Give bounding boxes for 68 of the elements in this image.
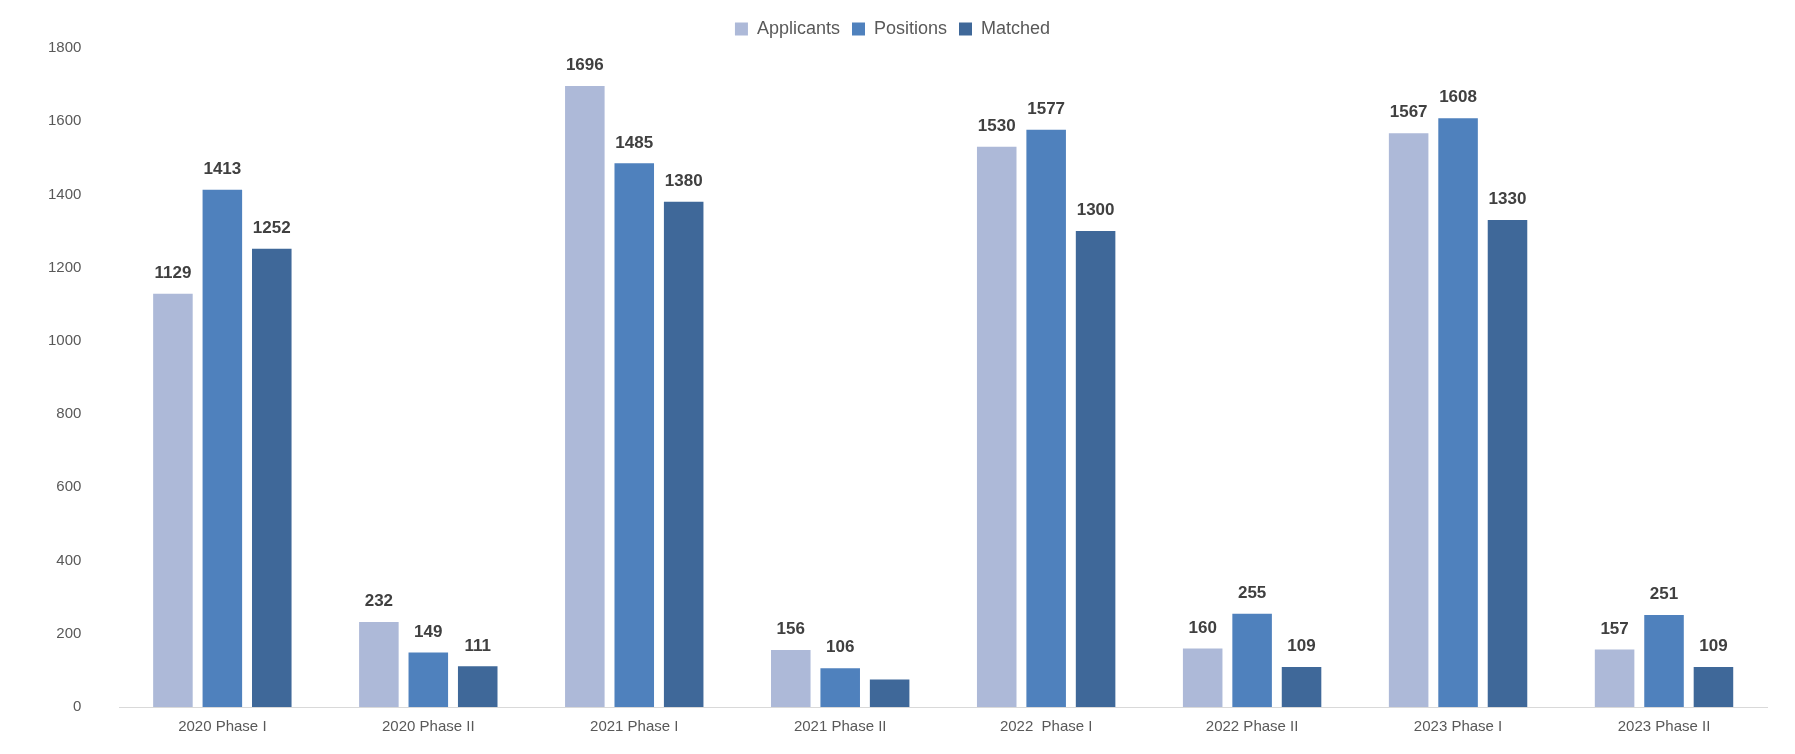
bar (976, 146, 1017, 707)
data-label: 1330 (1488, 189, 1527, 209)
bar (1075, 231, 1116, 707)
x-tick-label: 2022 Phase II (1205, 717, 1299, 735)
data-label: 1252 (252, 217, 291, 237)
data-label: 1485 (615, 132, 654, 152)
bar (869, 679, 910, 707)
bar (1644, 615, 1684, 707)
bar (820, 668, 860, 707)
data-label: 106 (826, 637, 855, 657)
bar (1281, 667, 1322, 707)
data-label: 1577 (1027, 98, 1066, 118)
bar (408, 652, 449, 707)
legend-label: Matched (981, 17, 1051, 38)
bar (1693, 667, 1734, 707)
bar (1487, 220, 1528, 707)
data-label: 1608 (1439, 87, 1477, 107)
data-label: 109 (1287, 636, 1316, 656)
y-tick-label: 1400 (47, 184, 82, 202)
data-label: 111 (464, 635, 491, 655)
data-label: 1300 (1076, 200, 1115, 220)
x-tick-label: 2020 Phase II (382, 717, 475, 735)
y-tick-label: 400 (56, 550, 82, 568)
bar (614, 163, 655, 707)
bar (153, 293, 193, 707)
bar (1388, 133, 1429, 707)
bar (663, 201, 704, 707)
data-label: 149 (414, 621, 443, 641)
x-tick-label: 2023 Phase I (1413, 717, 1503, 735)
legend-label: Positions (873, 17, 948, 38)
bar (771, 649, 811, 707)
x-tick-label: 2023 Phase II (1617, 717, 1711, 735)
bar (565, 86, 605, 707)
y-tick-label: 1800 (47, 38, 82, 56)
y-tick-label: 800 (56, 404, 82, 422)
y-tick-label: 600 (56, 477, 82, 495)
bar (1182, 648, 1223, 707)
y-tick-label: 200 (56, 623, 82, 641)
y-tick-label: 1000 (47, 331, 82, 349)
data-label: 109 (1699, 636, 1728, 656)
bar (1232, 613, 1272, 707)
data-label: 1129 (154, 262, 192, 282)
data-label: 1530 (977, 116, 1016, 136)
bar (1438, 118, 1478, 707)
y-tick-label: 1600 (47, 111, 82, 129)
data-label: 251 (1649, 584, 1679, 604)
x-tick-label: 2020 Phase I (178, 717, 267, 735)
bar (359, 622, 399, 707)
bar (1026, 129, 1066, 707)
data-label: 232 (364, 591, 394, 611)
data-label: 1696 (565, 55, 604, 75)
bar (457, 666, 498, 707)
data-label: 156 (776, 619, 805, 639)
bar (252, 248, 292, 707)
y-tick-label: 0 (73, 697, 82, 715)
x-tick-label: 2021 Phase I (590, 717, 679, 735)
data-label: 160 (1188, 617, 1217, 637)
data-label: 1380 (664, 170, 703, 190)
bar (202, 189, 243, 707)
data-label: 1567 (1389, 102, 1428, 122)
y-tick-label: 1200 (47, 257, 82, 275)
x-tick-label: 2021 Phase II (793, 717, 887, 735)
data-label: 157 (1600, 618, 1629, 638)
legend-label: Applicants (756, 17, 840, 38)
data-label: 1413 (203, 158, 242, 178)
data-label: 255 (1237, 582, 1267, 602)
x-tick-label: 2022 Phase I (999, 717, 1093, 735)
bar (1594, 649, 1635, 707)
